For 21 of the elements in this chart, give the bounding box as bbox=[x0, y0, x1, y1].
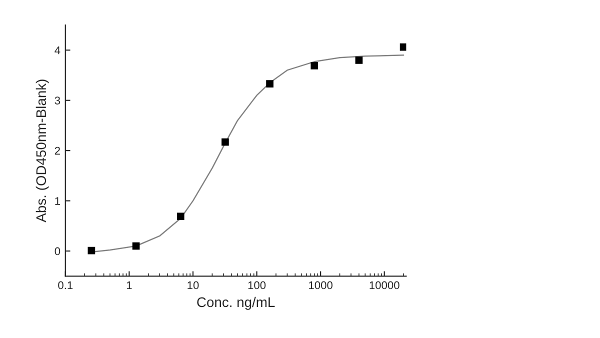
x-tick-label: 10000 bbox=[370, 281, 400, 290]
point bbox=[355, 56, 363, 64]
x-tick-label: 10 bbox=[188, 281, 199, 290]
y-tick-label: 4 bbox=[54, 46, 60, 54]
x-tick-label: 0.1 bbox=[58, 281, 73, 290]
point bbox=[176, 212, 184, 220]
x-tick-label: 100 bbox=[248, 281, 266, 290]
point bbox=[132, 242, 140, 250]
y-tick-label: 2 bbox=[54, 146, 60, 155]
x-tick-label: 1000 bbox=[309, 281, 332, 290]
y-axis-title: Abs. (OD450nm-Blank) bbox=[36, 80, 49, 222]
point bbox=[222, 138, 229, 146]
y-tick-label: 0 bbox=[54, 247, 60, 256]
x-tick-label: 1 bbox=[126, 281, 132, 290]
y-tick-label: 3 bbox=[54, 96, 60, 104]
x-axis-title: Conc. ng/mL bbox=[197, 296, 275, 310]
point bbox=[88, 246, 96, 254]
point bbox=[310, 62, 318, 70]
point bbox=[400, 43, 406, 51]
y-tick-label: 1 bbox=[55, 197, 60, 205]
point bbox=[266, 80, 274, 88]
